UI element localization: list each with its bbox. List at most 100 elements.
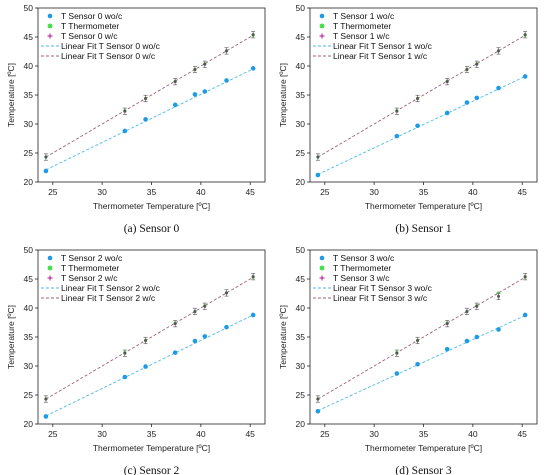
legend-marker	[319, 265, 325, 271]
y-tick-label: 50	[296, 245, 306, 255]
point-w-c	[395, 109, 399, 113]
legend-entry: T Sensor 2 w/c	[61, 273, 118, 283]
legend-marker	[47, 275, 53, 281]
point-w-c	[251, 275, 255, 279]
x-tick-label: 30	[369, 429, 379, 439]
legend-entry: Linear Fit T Sensor 0 wo/c	[61, 41, 161, 51]
point-wo-c	[315, 408, 321, 414]
point-wo-c	[143, 117, 148, 122]
legend-entry: T Sensor 0 w/c	[61, 31, 118, 41]
point-w-c	[203, 304, 207, 308]
legend-marker	[47, 255, 53, 261]
x-tick-label: 40	[468, 429, 478, 439]
legend-entry: T Sensor 1 w/c	[333, 31, 390, 41]
point-w-c	[225, 49, 229, 53]
legend-entry: Linear Fit T Sensor 3 wo/c	[333, 283, 433, 293]
y-axis-label: Temperature [ºC]	[6, 63, 16, 127]
point-w-c	[144, 96, 148, 100]
y-tick-label: 50	[24, 245, 34, 255]
y-tick-label: 30	[24, 361, 34, 371]
point-w-c	[203, 62, 207, 66]
x-tick-label: 30	[369, 187, 379, 197]
legend-entry: T Sensor 3 wo/c	[333, 253, 395, 263]
point-wo-c	[202, 334, 208, 339]
x-axis-label: Thermometer Temperature [ºC]	[365, 443, 482, 453]
point-wo-c	[172, 350, 178, 355]
point-w-c	[144, 338, 148, 342]
point-wo-c	[522, 312, 528, 318]
panel-caption: (b) Sensor 1	[395, 223, 451, 235]
y-tick-label: 35	[24, 90, 34, 100]
point-w-c	[193, 309, 197, 313]
point-w-c	[173, 80, 177, 84]
point-w-c	[225, 291, 229, 295]
y-tick-label: 45	[296, 32, 306, 42]
fit-line-0	[45, 314, 254, 417]
fit-line-0	[317, 315, 526, 412]
point-wo-c	[394, 133, 400, 139]
point-wo-c	[415, 361, 420, 367]
point-wo-c	[192, 338, 198, 344]
legend-entry: T Thermometer	[61, 21, 119, 31]
legend-entry: T Thermometer	[61, 263, 119, 273]
x-tick-label: 25	[48, 187, 58, 197]
legend-marker	[319, 255, 325, 261]
point-wo-c	[415, 123, 420, 129]
legend-marker	[47, 13, 53, 19]
point-wo-c	[315, 172, 321, 178]
y-tick-label: 20	[24, 419, 34, 429]
legend-entry: T Sensor 2 wo/c	[61, 253, 123, 263]
point-wo-c	[496, 85, 501, 91]
y-tick-label: 20	[24, 177, 34, 187]
fit-line-1	[45, 276, 254, 400]
legend-entry: Linear Fit T Sensor 2 w/c	[61, 293, 156, 303]
y-axis-label: Temperature [ºC]	[6, 305, 16, 369]
legend-marker	[319, 13, 325, 19]
x-tick-label: 25	[320, 187, 330, 197]
point-wo-c	[444, 110, 450, 116]
panel-caption: (c) Sensor 2	[124, 465, 180, 475]
panel-caption: (d) Sensor 3	[395, 465, 451, 475]
point-w-c	[416, 96, 420, 100]
x-tick-label: 35	[147, 429, 157, 439]
legend-marker	[319, 33, 325, 39]
chart-panel-2: 25 30 35 40 45 20 25 30 35 40 45 50 Thermometer Temp…	[6, 245, 266, 475]
y-tick-label: 50	[296, 3, 306, 13]
x-tick-label: 40	[196, 187, 206, 197]
legend-entry: T Sensor 3 w/c	[333, 273, 390, 283]
y-tick-label: 45	[24, 32, 34, 42]
y-tick-label: 20	[296, 177, 306, 187]
point-wo-c	[522, 74, 528, 79]
x-tick-label: 25	[320, 429, 330, 439]
fit-line-0	[317, 76, 526, 175]
chart-panel-0: 25 30 35 40 45 20 25 30 35 40 45 50 Thermometer Temp…	[6, 3, 266, 235]
y-tick-label: 25	[24, 148, 34, 158]
x-tick-label: 30	[97, 429, 107, 439]
legend-marker	[47, 23, 53, 29]
point-w-c	[173, 322, 177, 326]
point-w-c	[416, 338, 420, 342]
y-tick-label: 30	[296, 119, 306, 129]
point-w-c	[44, 397, 48, 401]
y-tick-label: 25	[24, 390, 34, 400]
x-tick-label: 40	[196, 429, 206, 439]
legend-marker	[319, 275, 325, 281]
point-w-c	[44, 155, 48, 159]
fit-line-1	[317, 276, 526, 400]
chart-panel-1: 25 30 35 40 45 20 25 30 35 40 45 50 Thermometer Temp…	[278, 3, 538, 235]
point-wo-c	[43, 168, 49, 174]
y-tick-label: 45	[296, 274, 306, 284]
point-wo-c	[464, 338, 470, 344]
x-tick-label: 25	[48, 429, 58, 439]
point-wo-c	[250, 66, 256, 71]
point-w-c	[316, 155, 320, 159]
point-wo-c	[122, 374, 128, 380]
y-tick-label: 50	[24, 3, 34, 13]
x-tick-label: 30	[97, 187, 107, 197]
x-tick-label: 35	[419, 187, 429, 197]
x-tick-label: 35	[419, 429, 429, 439]
